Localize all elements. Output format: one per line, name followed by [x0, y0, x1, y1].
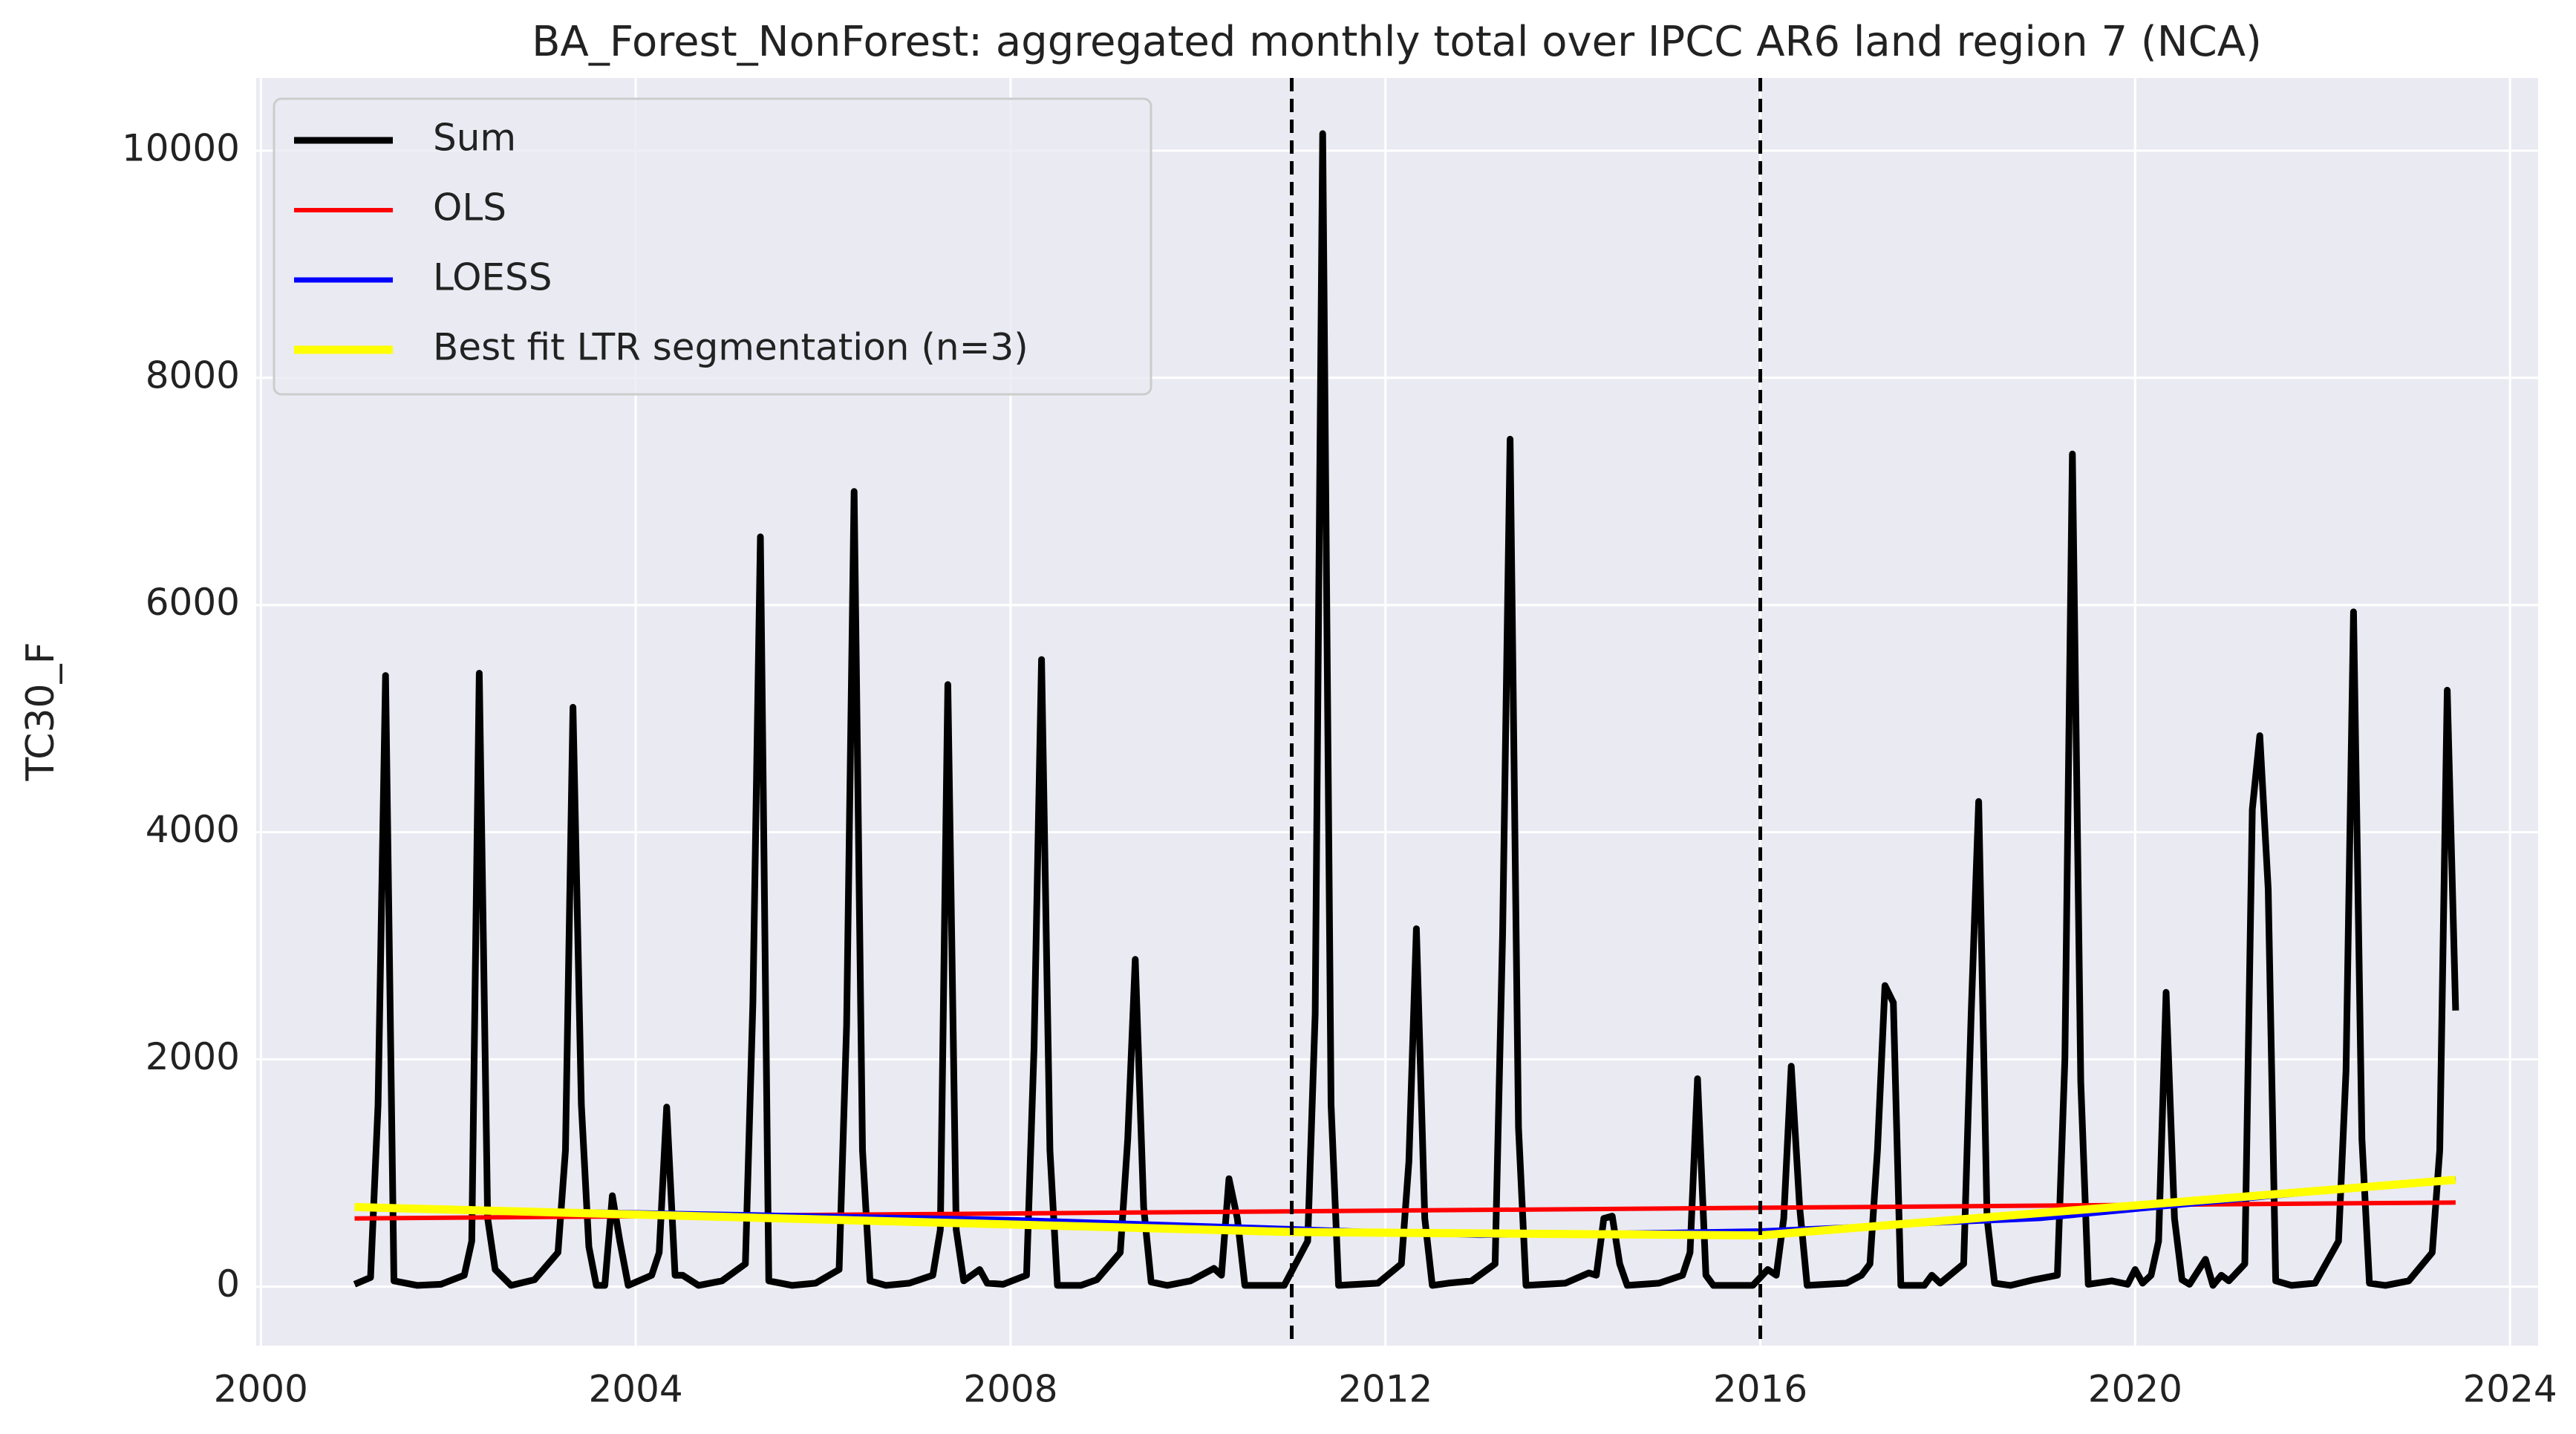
legend-box	[273, 97, 1152, 396]
legend-label: LOESS	[433, 256, 552, 299]
y-axis-label: TC30_F	[19, 642, 63, 781]
chart-title: BA_Forest_NonForest: aggregated monthly …	[532, 18, 2262, 66]
y-tick-label: 10000	[122, 126, 240, 169]
x-tick-label: 2024	[2463, 1368, 2557, 1411]
legend-label: OLS	[433, 186, 506, 229]
x-tick-label: 2008	[963, 1368, 1057, 1411]
x-tick-label: 2016	[1713, 1368, 1807, 1411]
x-tick-label: 2004	[588, 1368, 682, 1411]
legend-label: Best fit LTR segmentation (n=3)	[433, 326, 1028, 369]
legend-label: Sum	[433, 117, 516, 160]
x-tick-label: 2000	[214, 1368, 308, 1411]
y-tick-label: 2000	[146, 1035, 240, 1078]
y-tick-label: 0	[216, 1262, 240, 1306]
x-tick-label: 2020	[2088, 1368, 2182, 1411]
y-tick-label: 6000	[146, 581, 240, 624]
x-tick-label: 2012	[1338, 1368, 1432, 1411]
series-line	[353, 130, 2459, 1289]
y-tick-label: 8000	[146, 353, 240, 397]
series-line	[354, 1176, 2456, 1240]
y-tick-label: 4000	[146, 808, 240, 851]
